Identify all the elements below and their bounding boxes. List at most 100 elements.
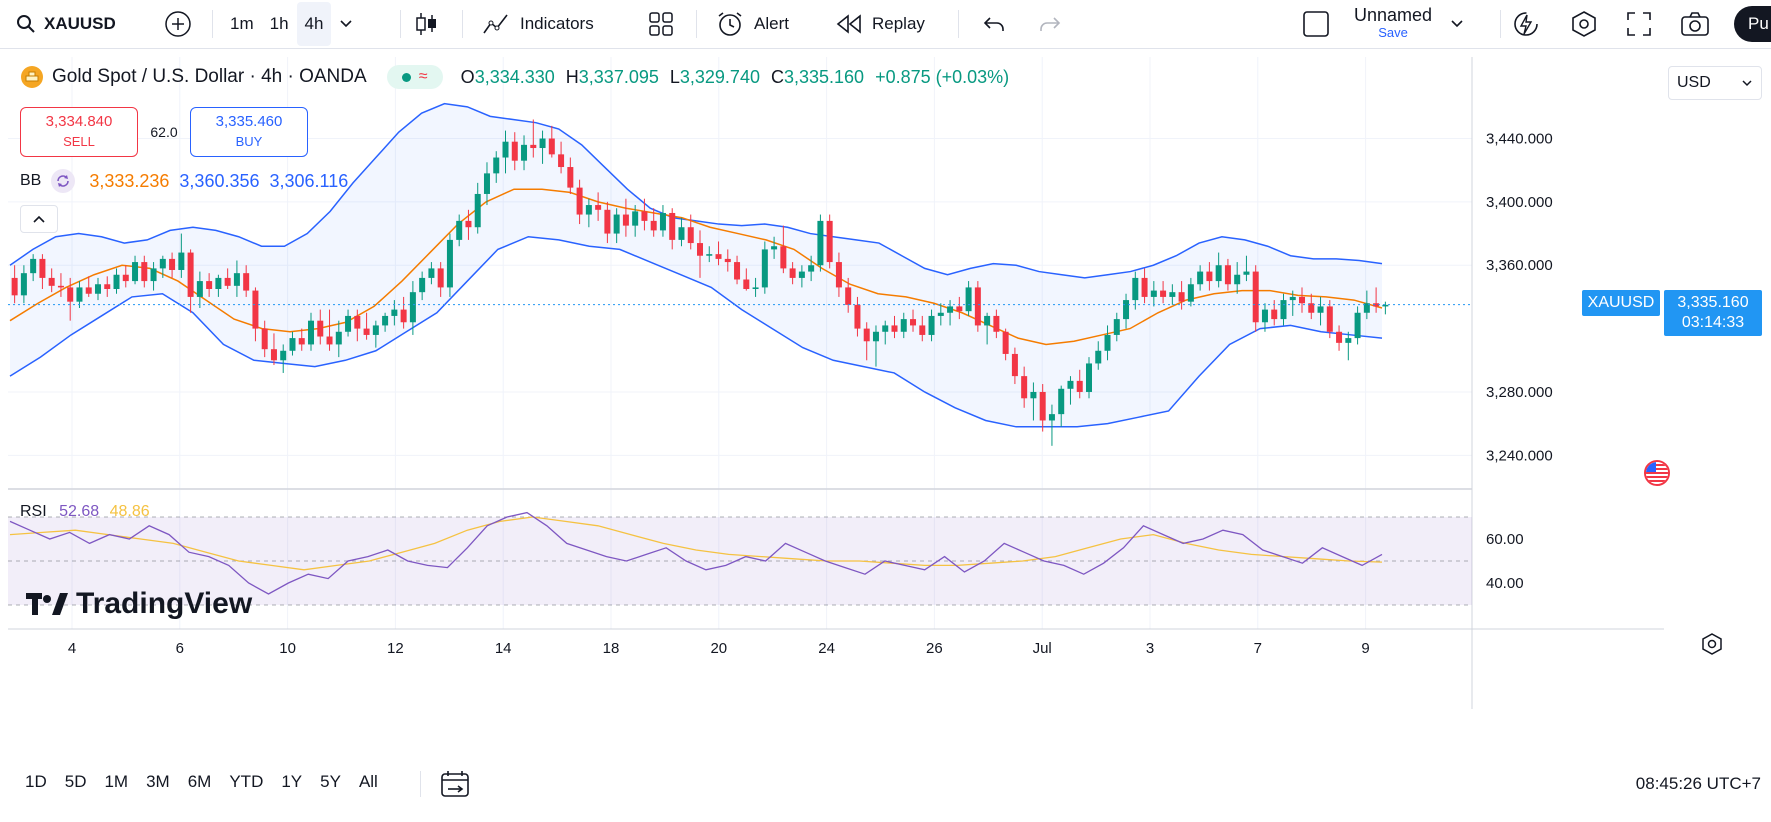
candle-body [1206, 271, 1213, 282]
range-1m[interactable]: 1M [104, 772, 129, 791]
buy-price: 3,335.460 [215, 113, 283, 130]
replay-button[interactable]: Replay [836, 0, 925, 48]
candle-body [1113, 319, 1120, 335]
fullscreen-button[interactable] [1626, 0, 1652, 48]
candle-body [1326, 306, 1333, 332]
candle-body [298, 338, 305, 345]
sell-button[interactable]: 3,334.840 SELL [20, 107, 138, 157]
range-3m[interactable]: 3M [146, 772, 170, 791]
range-6m[interactable]: 6M [187, 772, 212, 791]
candle-body [206, 281, 213, 289]
rsi-value: 52.68 [59, 503, 100, 520]
range-all[interactable]: All [358, 772, 378, 791]
settings-button[interactable] [1570, 0, 1598, 48]
price-axis-label: 3,240.000 [1486, 447, 1553, 464]
candle-body [974, 287, 981, 326]
divider [1500, 10, 1501, 38]
refresh-icon[interactable] [51, 169, 76, 193]
candle-body [493, 157, 500, 174]
range-5y[interactable]: 5Y [320, 772, 341, 791]
candle-body [1280, 300, 1287, 320]
interval-dropdown[interactable] [331, 2, 361, 46]
candle-body [984, 315, 991, 326]
candle-body [641, 211, 648, 221]
interval-1m[interactable]: 1m [230, 14, 254, 33]
buy-button[interactable]: 3,335.460 BUY [190, 107, 308, 157]
range-5d[interactable]: 5D [64, 772, 87, 791]
rsi-legend[interactable]: RSI 52.68 48.86 [20, 503, 150, 521]
candle-body [826, 220, 833, 263]
redo-button[interactable] [1038, 0, 1062, 48]
candle-body [187, 252, 194, 297]
candle-body [1197, 271, 1204, 285]
tradingview-logo[interactable]: TradingView [26, 587, 252, 621]
candle-body [835, 262, 842, 288]
candle-body [789, 268, 796, 278]
currency-select[interactable]: USD [1668, 66, 1762, 100]
candle-body [317, 320, 324, 337]
candle-body [1382, 304, 1389, 307]
candle-body [1141, 277, 1148, 297]
replay-label: Replay [872, 14, 925, 33]
candle-body [76, 287, 83, 302]
time-axis-label: Jul [1033, 640, 1052, 657]
candle-body [1132, 277, 1139, 301]
alert-label: Alert [754, 14, 789, 33]
chart-settings-button[interactable] [1700, 632, 1724, 661]
chart-type-button[interactable] [414, 0, 438, 48]
low-label: L [669, 66, 680, 87]
undo-button[interactable] [982, 0, 1006, 48]
range-1d[interactable]: 1D [25, 772, 47, 791]
candle-body [428, 268, 435, 278]
save-label: Save [1378, 25, 1408, 40]
interval-4h[interactable]: 4h [296, 2, 332, 46]
compare-symbol-button[interactable] [164, 0, 192, 48]
candle-body [817, 220, 824, 266]
symbol-price-tag: XAUUSD [1582, 290, 1660, 316]
gear-icon [1702, 633, 1722, 655]
publish-button[interactable]: Pu [1734, 0, 1771, 48]
timezone-clock[interactable]: 08:45:26 UTC+7 [1635, 774, 1761, 793]
candle-body [1048, 414, 1055, 421]
time-axis-label: 7 [1254, 640, 1262, 657]
layout-name-button[interactable]: Unnamed Save [1302, 0, 1464, 48]
candle-body [1030, 391, 1037, 399]
range-ytd[interactable]: YTD [229, 772, 264, 791]
close-label: C [770, 66, 784, 87]
bb-legend[interactable]: BB 3,333.236 3,360.356 3,306.116 [20, 169, 348, 193]
bb-basis-value: 3,333.236 [89, 170, 170, 191]
bb-band-fill [10, 103, 1382, 427]
candle-body [863, 328, 870, 342]
candle-body [882, 325, 889, 332]
chevron-up-icon [33, 215, 45, 223]
candle-body [1104, 334, 1111, 351]
quick-search-button[interactable] [1512, 0, 1540, 48]
change-value: +0.875 (+0.03%) [875, 66, 1010, 87]
collapse-legend-button[interactable] [20, 205, 58, 233]
indicators-button[interactable]: Indicators [482, 0, 594, 48]
instrument-title: Gold Spot / U.S. Dollar · 4h · OANDA [52, 66, 367, 87]
snapshot-button[interactable] [1680, 0, 1710, 48]
candle-body [872, 331, 879, 342]
alert-button[interactable]: Alert [716, 0, 789, 48]
market-status-badge[interactable]: ≈ [386, 65, 443, 89]
bb-lower-value: 3,306.116 [269, 170, 349, 191]
tradingview-logo-icon [26, 593, 68, 615]
candle-body [910, 319, 917, 326]
interval-1h[interactable]: 1h [269, 14, 289, 33]
price-chart[interactable]: 4 6 10 12 14 18 20 24 26 Jul 3 7 9 3,440.000 3,400.000… [8, 57, 1664, 709]
candle-body [67, 287, 74, 302]
square-icon [1303, 11, 1329, 37]
chart-container[interactable]: 4 6 10 12 14 18 20 24 26 Jul 3 7 9 3,440.000 3,400.000… [8, 57, 1664, 709]
bb-basis-line [9, 188, 1383, 346]
divider [212, 10, 213, 38]
candle-body [1224, 265, 1231, 285]
us-flag-icon[interactable] [1644, 460, 1670, 486]
candle-body [502, 141, 509, 158]
layouts-button[interactable] [648, 0, 674, 48]
goto-date-button[interactable] [440, 770, 470, 803]
trade-panel: 3,334.840 SELL 62.0 3,335.460 BUY [20, 107, 308, 157]
range-1y[interactable]: 1Y [281, 772, 303, 791]
symbol-search-button[interactable]: XAUUSD [16, 0, 116, 48]
candle-body [1299, 296, 1306, 304]
